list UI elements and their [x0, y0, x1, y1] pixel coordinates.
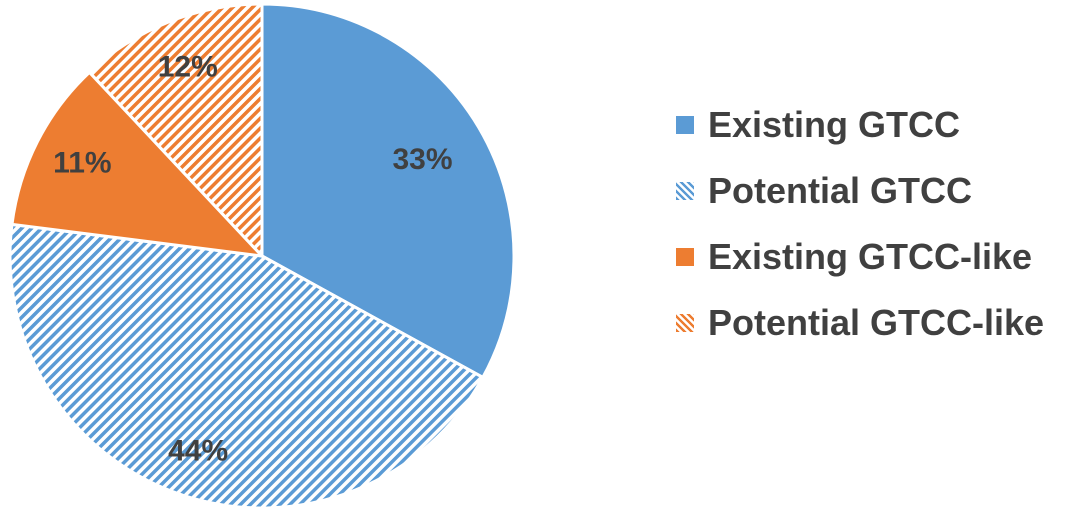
- legend-item-potential-gtcc: Potential GTCC: [676, 158, 1066, 224]
- legend-item-potential-gtcc-like: Potential GTCC-like: [676, 290, 1066, 356]
- legend-item-existing-gtcc-like: Existing GTCC-like: [676, 224, 1066, 290]
- pie-slices: [8, 2, 516, 510]
- legend-swatch-potential-gtcc-like: [676, 314, 694, 332]
- pie-data-labels: 33% 44% 11% 12%: [53, 50, 452, 467]
- legend-label: Potential GTCC: [708, 170, 973, 211]
- legend: Existing GTCC Potential GTCC Existing GT…: [676, 92, 1066, 356]
- pie-slice-existing-gtcc: [260, 2, 516, 380]
- data-label-potential-gtcc-like: 12%: [158, 50, 218, 83]
- pie-slice-existing-gtcc-like: [10, 70, 266, 259]
- legend-swatch-existing-gtcc: [676, 116, 694, 134]
- legend-swatch-existing-gtcc-like: [676, 248, 694, 266]
- legend-swatch-potential-gtcc: [676, 182, 694, 200]
- legend-label: Existing GTCC-like: [708, 236, 1033, 277]
- pie-slice-potential-gtcc-like: [87, 2, 264, 260]
- data-label-existing-gtcc-like: 11%: [53, 146, 111, 179]
- data-label-potential-gtcc: 44%: [168, 434, 228, 467]
- pie-slice-potential-gtcc: [8, 222, 485, 510]
- legend-label: Potential GTCC-like: [708, 302, 1045, 343]
- data-label-existing-gtcc: 33%: [392, 143, 452, 176]
- legend-item-existing-gtcc: Existing GTCC: [676, 92, 1066, 158]
- legend-label: Existing GTCC: [708, 104, 961, 145]
